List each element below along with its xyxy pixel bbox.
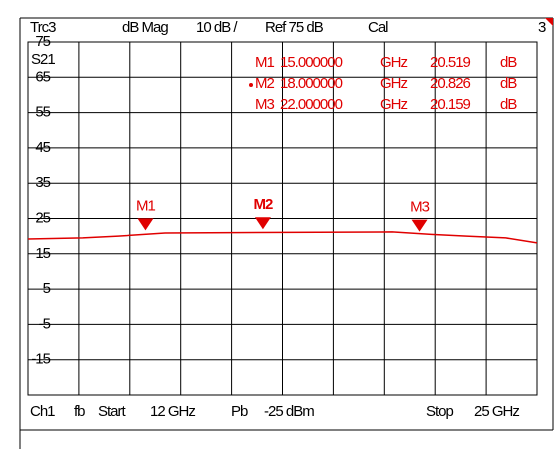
window-number: 3 (538, 19, 546, 36)
marker-triangle (254, 217, 271, 230)
trace (27, 231, 538, 244)
y-tick-label: -15 (31, 351, 50, 368)
y-tick-label: 25 (35, 209, 50, 226)
marker-row-frequency: 22.000000 (280, 96, 343, 113)
marker-row-value-unit: dB (500, 75, 517, 92)
active-marker-dot (249, 83, 253, 87)
marker-triangle (411, 219, 428, 232)
stop-label: Stop (426, 403, 454, 420)
marker-row-value: 20.159 (430, 96, 471, 113)
fb: fb (74, 403, 85, 420)
marker-row-value: 20.519 (430, 54, 471, 71)
y-tick-label: 35 (35, 174, 50, 191)
marker-label: M1 (136, 197, 155, 214)
marker-row-frequency-unit: GHz (380, 54, 408, 71)
marker-label: M3 (410, 199, 429, 216)
cal-status: Cal (368, 19, 388, 36)
y-tick-label: 5 (43, 280, 51, 297)
start-label: Start (98, 403, 127, 420)
y-tick-label: 75 (35, 33, 50, 50)
stop: 25 GHz (474, 403, 519, 420)
marker-row-frequency-unit: GHz (380, 96, 408, 113)
marker-row-frequency: 15.000000 (280, 54, 343, 71)
marker-label: M2 (254, 196, 273, 213)
start: 12 GHz (150, 403, 195, 420)
marker-row-value: 20.826 (430, 75, 471, 92)
channel: Ch1 (30, 403, 55, 420)
marker-row-value-unit: dB (500, 54, 517, 71)
marker-row-name: M1 (255, 54, 274, 71)
marker-triangle (137, 218, 154, 231)
marker-row-frequency: 18.000000 (280, 75, 343, 92)
y-tick-label: 55 (35, 104, 50, 121)
format: dB Mag (122, 19, 168, 36)
power: -25 dBm (264, 403, 314, 420)
scale: 10 dB / (196, 19, 238, 36)
marker-row-frequency-unit: GHz (380, 75, 408, 92)
y-tick-label: 15 (35, 245, 50, 262)
y-axis-label: S21 (31, 51, 55, 68)
marker-row-name: M3 (255, 96, 274, 113)
y-tick-label: 65 (35, 68, 50, 85)
marker-row-name: M2 (255, 75, 274, 92)
trace-name: Trc3 (30, 19, 56, 36)
marker-row-value-unit: dB (500, 96, 517, 113)
power-label: Pb (231, 403, 248, 420)
y-tick-label: -5 (39, 315, 51, 332)
y-tick-label: 45 (35, 139, 50, 156)
reference: Ref 75 dB (265, 19, 324, 36)
window-indicator (545, 18, 553, 26)
